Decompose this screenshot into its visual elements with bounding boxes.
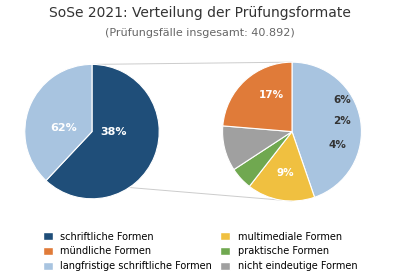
Wedge shape — [46, 64, 159, 199]
Wedge shape — [249, 132, 314, 201]
Wedge shape — [222, 126, 292, 170]
Wedge shape — [292, 62, 362, 197]
Text: 17%: 17% — [259, 90, 284, 101]
Text: (Prüfungsfälle insgesamt: 40.892): (Prüfungsfälle insgesamt: 40.892) — [105, 28, 295, 38]
Text: 4%: 4% — [328, 141, 346, 150]
Wedge shape — [234, 132, 292, 186]
Legend: schriftliche Formen, mündliche Formen, langfristige schriftliche Formen, multime: schriftliche Formen, mündliche Formen, l… — [39, 228, 361, 275]
Text: SoSe 2021: Verteilung der Prüfungsformate: SoSe 2021: Verteilung der Prüfungsformat… — [49, 6, 351, 20]
Text: 38%: 38% — [100, 127, 127, 137]
Wedge shape — [223, 62, 292, 132]
Wedge shape — [25, 64, 92, 181]
Text: 62%: 62% — [50, 123, 77, 133]
Text: 6%: 6% — [333, 95, 351, 105]
Text: 2%: 2% — [333, 116, 351, 126]
Text: 9%: 9% — [276, 168, 294, 178]
